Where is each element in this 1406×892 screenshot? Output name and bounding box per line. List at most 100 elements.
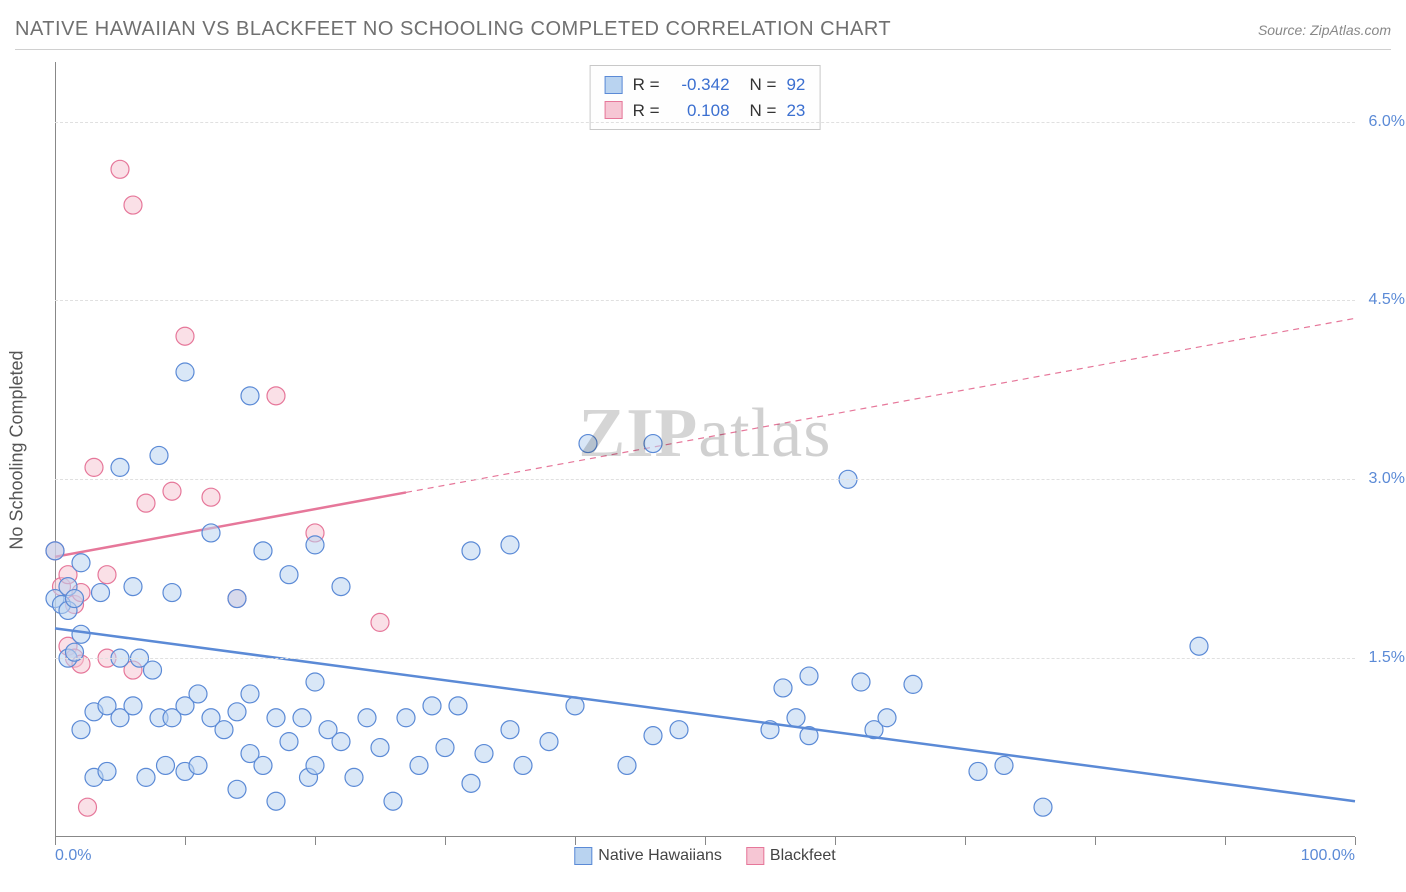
scatter-point [124, 196, 142, 214]
scatter-point [852, 673, 870, 691]
scatter-point [475, 745, 493, 763]
scatter-point [176, 327, 194, 345]
scatter-point [878, 709, 896, 727]
r-label: R = [633, 72, 660, 98]
scatter-point [267, 387, 285, 405]
xtick [705, 837, 706, 845]
scatter-point [144, 661, 162, 679]
gridline [55, 122, 1355, 123]
scatter-point [241, 685, 259, 703]
gridline [55, 658, 1355, 659]
scatter-point [1190, 637, 1208, 655]
scatter-point [436, 739, 454, 757]
scatter-point [228, 703, 246, 721]
scatter-point [462, 774, 480, 792]
legend-label: Blackfeet [770, 847, 836, 865]
scatter-point [644, 727, 662, 745]
scatter-point [202, 488, 220, 506]
scatter-point [540, 733, 558, 751]
scatter-point [358, 709, 376, 727]
scatter-point [72, 625, 90, 643]
scatter-point [579, 435, 597, 453]
scatter-point [150, 446, 168, 464]
scatter-point [670, 721, 688, 739]
stats-row: R =-0.342N =92 [605, 72, 806, 98]
scatter-point [800, 667, 818, 685]
scatter-point [280, 566, 298, 584]
scatter-point [371, 613, 389, 631]
scatter-point [332, 578, 350, 596]
scatter-point [332, 733, 350, 751]
legend-swatch [574, 847, 592, 865]
scatter-point [189, 756, 207, 774]
source-name: ZipAtlas.com [1310, 22, 1391, 38]
scatter-point [371, 739, 389, 757]
scatter-point [306, 673, 324, 691]
legend-item: Native Hawaiians [574, 847, 722, 865]
xtick [1225, 837, 1226, 845]
scatter-point [969, 762, 987, 780]
scatter-point [501, 536, 519, 554]
chart-title: NATIVE HAWAIIAN VS BLACKFEET NO SCHOOLIN… [15, 18, 891, 41]
stats-row: R =0.108N =23 [605, 98, 806, 124]
source-attribution: Source: ZipAtlas.com [1258, 22, 1391, 38]
scatter-point [644, 435, 662, 453]
scatter-point [904, 675, 922, 693]
scatter-point [618, 756, 636, 774]
ytick-label: 6.0% [1369, 113, 1405, 131]
scatter-point [72, 554, 90, 572]
xtick [1355, 837, 1356, 845]
scatter-point [410, 756, 428, 774]
scatter-point [397, 709, 415, 727]
legend-bottom: Native Hawaiians Blackfeet [574, 847, 835, 865]
scatter-point [176, 363, 194, 381]
scatter-point [241, 387, 259, 405]
scatter-point [66, 590, 84, 608]
scatter-point [215, 721, 233, 739]
scatter-point [514, 756, 532, 774]
scatter-point [189, 685, 207, 703]
xtick [55, 837, 56, 845]
legend-swatch [605, 76, 623, 94]
scatter-point [1034, 798, 1052, 816]
scatter-point [163, 482, 181, 500]
scatter-point [254, 756, 272, 774]
xtick [185, 837, 186, 845]
scatter-point [267, 792, 285, 810]
scatter-point [124, 697, 142, 715]
scatter-point [98, 566, 116, 584]
scatter-point [157, 756, 175, 774]
scatter-point [254, 542, 272, 560]
scatter-point [202, 524, 220, 542]
xtick [835, 837, 836, 845]
scatter-point [449, 697, 467, 715]
scatter-point [774, 679, 792, 697]
scatter-point [787, 709, 805, 727]
scatter-point [293, 709, 311, 727]
n-label: N = [750, 72, 777, 98]
scatter-point [111, 160, 129, 178]
scatter-point [137, 494, 155, 512]
scatter-point [995, 756, 1013, 774]
r-value: 0.108 [670, 98, 730, 124]
legend-top: R =-0.342N =92R =0.108N =23 [590, 65, 821, 130]
r-label: R = [633, 98, 660, 124]
trend-line-solid [55, 628, 1355, 801]
source-prefix: Source: [1258, 22, 1310, 38]
ytick-label: 3.0% [1369, 470, 1405, 488]
scatter-point [85, 458, 103, 476]
scatter-point [267, 709, 285, 727]
trend-line-dashed [406, 318, 1355, 492]
scatter-point [98, 762, 116, 780]
ytick-label: 1.5% [1369, 649, 1405, 667]
gridline [55, 479, 1355, 480]
scatter-point [306, 536, 324, 554]
legend-swatch [605, 101, 623, 119]
x-max-label: 100.0% [1301, 847, 1355, 865]
n-value: 92 [786, 72, 805, 98]
scatter-point [79, 798, 97, 816]
scatter-point [280, 733, 298, 751]
scatter-point [72, 721, 90, 739]
chart-header: NATIVE HAWAIIAN VS BLACKFEET NO SCHOOLIN… [15, 18, 1391, 50]
y-axis-label: No Schooling Completed [7, 350, 28, 549]
